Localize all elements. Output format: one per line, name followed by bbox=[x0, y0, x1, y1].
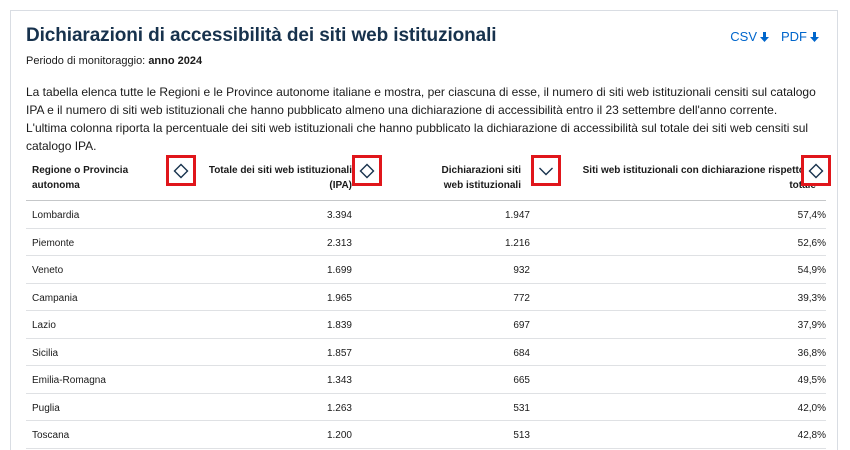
column-header-total: Totale dei siti web istituzionali (IPA) bbox=[208, 165, 352, 191]
download-links: CSV PDF bbox=[730, 29, 819, 44]
cell-percentage: 52,6% bbox=[797, 237, 826, 249]
table-row: Lombardia 3.394 1.947 57,4% bbox=[26, 201, 826, 229]
pdf-label: PDF bbox=[781, 29, 807, 44]
table-row: Puglia 1.263 531 42,0% bbox=[26, 394, 826, 421]
table-header: Regione o Provincia autonoma Totale dei … bbox=[26, 149, 831, 201]
cell-percentage: 37,9% bbox=[797, 320, 826, 331]
cell-declarations: 772 bbox=[513, 292, 530, 304]
cell-percentage: 49,5% bbox=[797, 375, 826, 386]
cell-total: 1.343 bbox=[326, 375, 352, 386]
cell-region: Puglia bbox=[32, 402, 60, 414]
cell-declarations: 932 bbox=[513, 265, 530, 276]
table-description: La tabella elenca tutte le Regioni e le … bbox=[26, 83, 826, 155]
table-row: Sicilia 1.857 684 36,8% bbox=[26, 339, 826, 366]
cell-percentage: 39,3% bbox=[797, 292, 826, 304]
accessibility-table: Regione o Provincia autonoma Totale dei … bbox=[26, 149, 831, 449]
cell-region: Campania bbox=[32, 292, 78, 304]
cell-region: Lombardia bbox=[32, 210, 80, 221]
cell-percentage: 36,8% bbox=[797, 347, 826, 359]
table-row: Toscana 1.200 513 42,8% bbox=[26, 421, 826, 449]
cell-region: Emilia-Romagna bbox=[32, 375, 106, 386]
download-arrow-icon bbox=[760, 31, 769, 42]
cell-percentage: 57,4% bbox=[797, 210, 826, 221]
cell-region: Lazio bbox=[32, 320, 56, 331]
page-title: Dichiarazioni di accessibilità dei siti … bbox=[26, 25, 497, 46]
sort-button-percentage[interactable] bbox=[801, 155, 831, 186]
cell-total: 1.263 bbox=[326, 402, 352, 414]
cell-total: 1.699 bbox=[326, 265, 352, 276]
table-row: Campania 1.965 772 39,3% bbox=[26, 284, 826, 311]
pdf-download-link[interactable]: PDF bbox=[781, 29, 819, 44]
period-value: anno 2024 bbox=[148, 55, 203, 67]
cell-declarations: 513 bbox=[513, 430, 530, 441]
cell-percentage: 42,0% bbox=[797, 402, 826, 414]
cell-declarations: 665 bbox=[513, 375, 530, 386]
sort-button-declarations[interactable] bbox=[531, 155, 561, 186]
cell-total: 1.965 bbox=[326, 292, 352, 304]
cell-declarations: 684 bbox=[513, 347, 530, 359]
column-header-region: Regione o Provincia autonoma bbox=[32, 165, 129, 191]
description-paragraph-2: L'ultima colonna riporta la percentuale … bbox=[26, 121, 809, 153]
cell-total: 1.839 bbox=[326, 320, 352, 331]
sort-unsorted-icon bbox=[359, 163, 375, 178]
description-paragraph-1: La tabella elenca tutte le Regioni e le … bbox=[26, 85, 816, 117]
download-arrow-icon bbox=[810, 31, 819, 42]
cell-declarations: 697 bbox=[513, 320, 530, 331]
sort-descending-icon bbox=[539, 167, 553, 175]
sort-button-region[interactable] bbox=[166, 155, 196, 186]
period-label: Periodo di monitoraggio: bbox=[26, 55, 146, 67]
table-row: Piemonte 2.313 1.216 52,6% bbox=[26, 229, 826, 256]
cell-region: Piemonte bbox=[32, 237, 75, 249]
cell-total: 2.313 bbox=[326, 237, 352, 249]
accessibility-declarations-card: Dichiarazioni di accessibilità dei siti … bbox=[10, 10, 838, 450]
cell-region: Veneto bbox=[32, 265, 64, 276]
csv-label: CSV bbox=[730, 29, 757, 44]
table-row: Lazio 1.839 697 37,9% bbox=[26, 311, 826, 339]
sort-button-total[interactable] bbox=[352, 155, 382, 186]
cell-percentage: 54,9% bbox=[797, 265, 826, 276]
cell-total: 3.394 bbox=[326, 210, 352, 221]
cell-total: 1.857 bbox=[326, 347, 352, 359]
column-header-percentage: Siti web istituzionali con dichiarazione… bbox=[582, 165, 816, 191]
cell-region: Sicilia bbox=[32, 347, 59, 359]
cell-declarations: 1.216 bbox=[504, 237, 530, 249]
table-row: Emilia-Romagna 1.343 665 49,5% bbox=[26, 366, 826, 394]
table-row: Veneto 1.699 932 54,9% bbox=[26, 256, 826, 284]
sort-unsorted-icon bbox=[173, 163, 189, 178]
cell-total: 1.200 bbox=[326, 430, 352, 441]
monitoring-period: Periodo di monitoraggio: anno 2024 bbox=[26, 55, 202, 67]
cell-region: Toscana bbox=[32, 430, 70, 441]
cell-declarations: 531 bbox=[513, 402, 530, 414]
column-header-declarations: Dichiarazioni siti web istituzionali bbox=[441, 165, 521, 191]
csv-download-link[interactable]: CSV bbox=[730, 29, 769, 44]
cell-declarations: 1.947 bbox=[504, 210, 530, 221]
sort-unsorted-icon bbox=[808, 163, 824, 178]
cell-percentage: 42,8% bbox=[797, 430, 826, 441]
